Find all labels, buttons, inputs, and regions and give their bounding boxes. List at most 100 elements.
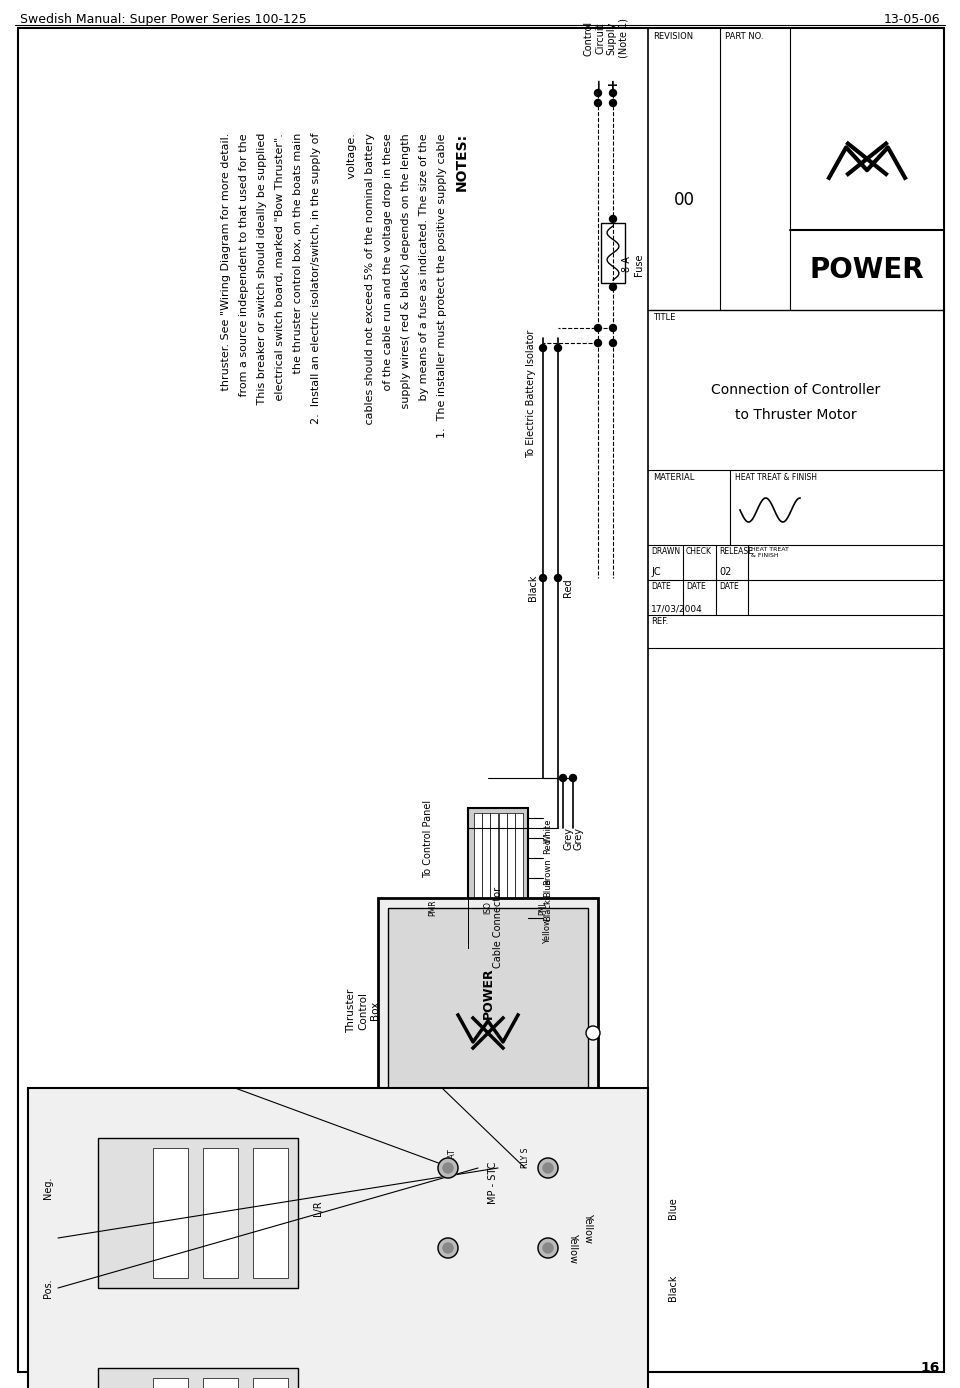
- Text: CHECK: CHECK: [686, 547, 712, 557]
- Circle shape: [610, 215, 616, 222]
- Bar: [28, 1088, 648, 1388]
- Circle shape: [443, 1163, 453, 1173]
- Circle shape: [610, 340, 616, 347]
- Text: 2.  Install an electric isolator/switch, in the supply of: 2. Install an electric isolator/switch, …: [311, 133, 321, 425]
- Text: REF.: REF.: [651, 618, 668, 626]
- Text: MATERIAL: MATERIAL: [653, 473, 694, 482]
- Circle shape: [438, 1158, 458, 1178]
- Text: TITLE: TITLE: [653, 314, 676, 322]
- Text: +: +: [606, 78, 620, 89]
- Text: HEAT TREAT
& FINISH: HEAT TREAT & FINISH: [751, 547, 789, 558]
- Circle shape: [569, 775, 577, 781]
- Circle shape: [594, 89, 602, 97]
- Text: Yellow: Yellow: [583, 1213, 593, 1244]
- Bar: [499, 813, 507, 942]
- Text: PART NO.: PART NO.: [725, 32, 763, 42]
- Bar: [490, 813, 498, 942]
- Text: White: White: [543, 818, 553, 843]
- Text: Thruster
Control
Box: Thruster Control Box: [347, 988, 379, 1033]
- Text: Grey: Grey: [563, 826, 573, 849]
- Bar: [507, 813, 515, 942]
- Text: Brown: Brown: [543, 858, 553, 884]
- Text: of the cable run and the voltage drop in these: of the cable run and the voltage drop in…: [383, 133, 393, 408]
- Text: cables should not exceed 5% of the nominal battery: cables should not exceed 5% of the nomin…: [365, 133, 375, 441]
- Bar: [474, 813, 482, 942]
- Text: Cable Connector: Cable Connector: [493, 887, 503, 967]
- Bar: [468, 808, 528, 948]
- Text: PMR: PMR: [428, 899, 438, 916]
- Text: DATE: DATE: [651, 582, 671, 591]
- Text: DRAWN: DRAWN: [651, 547, 680, 557]
- Text: 1.  The installer must protect the positive supply cable: 1. The installer must protect the positi…: [437, 133, 447, 437]
- Text: Blue: Blue: [668, 1196, 678, 1219]
- Circle shape: [555, 575, 562, 582]
- Text: DATE: DATE: [686, 582, 706, 591]
- Text: Red: Red: [563, 579, 573, 597]
- Circle shape: [560, 775, 566, 781]
- Circle shape: [540, 575, 546, 582]
- Text: Black: Black: [668, 1274, 678, 1302]
- Circle shape: [594, 340, 602, 347]
- Text: Connection of Controller: Connection of Controller: [711, 383, 880, 397]
- Circle shape: [555, 344, 562, 351]
- Text: ISO: ISO: [484, 902, 492, 915]
- Text: Yellow: Yellow: [543, 917, 553, 944]
- Bar: [515, 813, 523, 942]
- Text: Swedish Manual: Super Power Series 100-125: Swedish Manual: Super Power Series 100-1…: [20, 12, 307, 26]
- Text: Pos.: Pos.: [43, 1278, 53, 1298]
- Text: Black: Black: [543, 898, 553, 920]
- Text: POWER: POWER: [482, 967, 494, 1019]
- Circle shape: [438, 1238, 458, 1258]
- Bar: [98, 1138, 298, 1288]
- Text: Yellow: Yellow: [568, 1233, 578, 1263]
- Text: 00: 00: [674, 192, 694, 210]
- Text: DATE: DATE: [719, 582, 739, 591]
- Text: Red: Red: [543, 838, 553, 854]
- Bar: [203, 1378, 238, 1388]
- Text: POWER: POWER: [809, 255, 924, 285]
- Text: Blue: Blue: [543, 879, 553, 897]
- Text: RLY S: RLY S: [520, 1148, 530, 1169]
- Circle shape: [594, 100, 602, 107]
- Text: REVISION: REVISION: [653, 32, 693, 42]
- Text: 16: 16: [921, 1362, 940, 1376]
- Text: This breaker or switch should ideally be supplied: This breaker or switch should ideally be…: [257, 133, 267, 422]
- Text: JC: JC: [651, 568, 660, 577]
- Bar: [388, 908, 588, 1158]
- Text: Control
Circuit
Supply
(Note 1): Control Circuit Supply (Note 1): [584, 18, 629, 58]
- Circle shape: [610, 283, 616, 290]
- Bar: [98, 1369, 298, 1388]
- Circle shape: [443, 1244, 453, 1253]
- Text: to Thruster Motor: to Thruster Motor: [735, 408, 857, 422]
- Text: 13-05-06: 13-05-06: [883, 12, 940, 26]
- Text: Black: Black: [528, 575, 538, 601]
- Text: RELEASE: RELEASE: [719, 547, 753, 557]
- Text: from a source independent to that used for the: from a source independent to that used f…: [239, 133, 249, 414]
- Circle shape: [543, 1244, 553, 1253]
- Text: the thruster control box, on the boats main: the thruster control box, on the boats m…: [293, 133, 303, 391]
- Bar: [378, 898, 598, 1167]
- Bar: [153, 1148, 188, 1278]
- Bar: [482, 813, 490, 942]
- Text: supply wires( red & black) depends on the length: supply wires( red & black) depends on th…: [401, 133, 411, 426]
- Circle shape: [594, 325, 602, 332]
- Text: PNL: PNL: [539, 901, 547, 915]
- Bar: [203, 1148, 238, 1278]
- Text: by means of a fuse as indicated. The size of the: by means of a fuse as indicated. The siz…: [419, 133, 429, 418]
- Circle shape: [538, 1238, 558, 1258]
- Circle shape: [540, 344, 546, 351]
- Text: −: −: [591, 78, 605, 89]
- Text: Neg.: Neg.: [43, 1177, 53, 1199]
- Text: 17/03/2004: 17/03/2004: [651, 604, 703, 613]
- Bar: [601, 223, 625, 283]
- Text: 8 A
Fuse: 8 A Fuse: [622, 253, 644, 275]
- Text: thruster. See "Wiring Diagram for more detail.: thruster. See "Wiring Diagram for more d…: [221, 133, 231, 408]
- Text: voltage.: voltage.: [347, 133, 357, 196]
- Text: HEAT: HEAT: [447, 1148, 457, 1167]
- Circle shape: [610, 100, 616, 107]
- Circle shape: [610, 325, 616, 332]
- Text: MP - STC: MP - STC: [488, 1162, 498, 1205]
- Text: To Control Panel: To Control Panel: [423, 799, 433, 879]
- Text: To Electric Battery Isolator: To Electric Battery Isolator: [526, 329, 536, 458]
- Text: L/R: L/R: [313, 1201, 323, 1216]
